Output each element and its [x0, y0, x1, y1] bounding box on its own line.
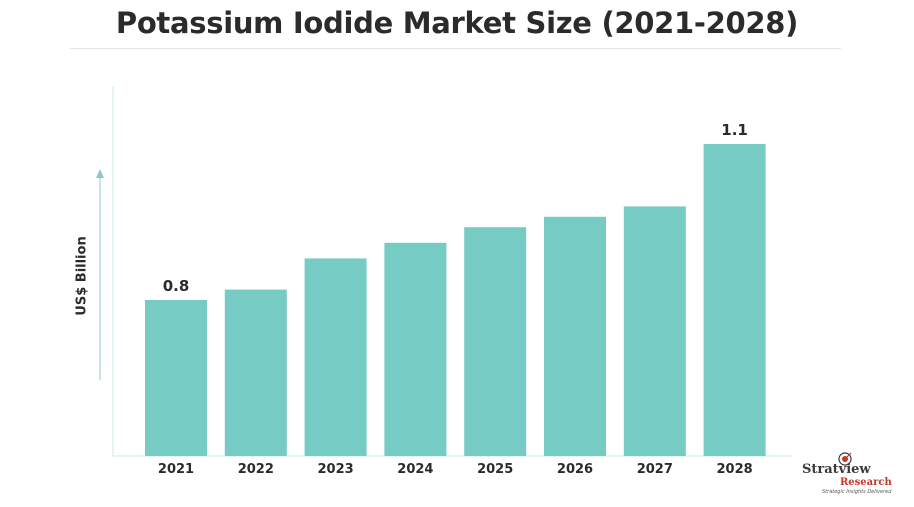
bar-2026 [544, 216, 606, 456]
logo-target-icon [838, 452, 852, 466]
data-label: 0.8 [163, 277, 190, 295]
bar-series: 2021 0.8 2022 2023 2024 2025 2026 2027 2028 1.1 [145, 121, 766, 477]
y-axis-arrowhead-icon [96, 169, 104, 178]
chart-title: Potassium Iodide Market Size (2021-2028) [115, 6, 799, 40]
y-axis-label: US$ Billion [74, 236, 90, 316]
bar-2025 [464, 227, 527, 456]
logo-name: Stratview [802, 462, 871, 477]
x-tick-label: 2024 [397, 462, 433, 477]
bar-2027 [623, 206, 686, 456]
x-tick-label: 2026 [557, 462, 593, 477]
title-divider [70, 48, 841, 49]
x-tick-label: 2022 [238, 462, 274, 477]
logo-sub: Research [840, 477, 892, 488]
logo-tagline: Strategic Insights Delivered [822, 489, 892, 495]
bar-2021 [145, 300, 207, 456]
bar-2028 [703, 144, 766, 456]
x-tick-label: 2025 [477, 462, 513, 477]
data-label: 1.1 [721, 121, 748, 139]
x-tick-label: 2027 [637, 462, 673, 477]
stratview-logo: Stratview Research Strategic Insights De… [796, 452, 896, 500]
x-tick-label: 2028 [717, 462, 753, 477]
x-tick-label: 2021 [158, 462, 194, 477]
bar-2022 [224, 289, 287, 456]
x-tick-label: 2023 [318, 462, 354, 477]
bar-2024 [384, 242, 447, 456]
bar-2023 [304, 258, 367, 456]
